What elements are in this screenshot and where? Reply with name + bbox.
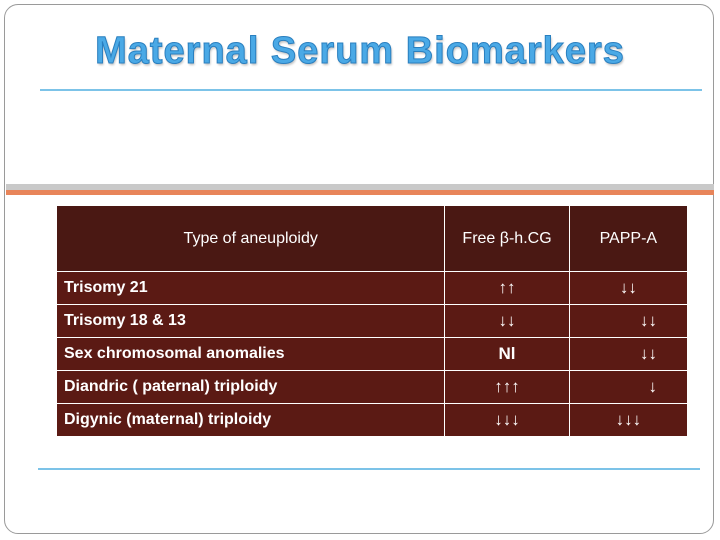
footer-divider [38, 468, 700, 470]
biomarker-table-container: Type of aneuploidy Free β-h.CG PAPP-A Tr… [55, 205, 689, 437]
header-papp-a: PAPP-A [568, 205, 689, 272]
biomarker-table: Type of aneuploidy Free β-h.CG PAPP-A Tr… [55, 205, 689, 437]
row-label: Trisomy 21 [55, 271, 446, 305]
row-label: Diandric ( paternal) triploidy [55, 370, 446, 404]
row-label: Digynic (maternal) triploidy [55, 403, 446, 437]
papp-value: ↓↓ [568, 304, 689, 338]
papp-value: ↓↓ [568, 271, 689, 305]
table-row: Trisomy 21 ↑↑ ↓↓ [55, 271, 689, 305]
gray-band [6, 184, 714, 190]
table-row: Diandric ( paternal) triploidy ↑↑↑ ↓ [55, 370, 689, 404]
slide-frame [4, 4, 714, 534]
papp-value: ↓ [568, 370, 689, 404]
table-header-row: Type of aneuploidy Free β-h.CG PAPP-A [55, 205, 689, 272]
table-row: Sex chromosomal anomalies Nl ↓↓ [55, 337, 689, 371]
table-row: Trisomy 18 & 13 ↓↓ ↓↓ [55, 304, 689, 338]
orange-band [6, 190, 714, 195]
header-type-of-aneuploidy: Type of aneuploidy [55, 205, 446, 272]
papp-value: ↓↓↓ [568, 403, 689, 437]
title-divider [40, 89, 702, 91]
table-row: Digynic (maternal) triploidy ↓↓↓ ↓↓↓ [55, 403, 689, 437]
hcg-value: ↓↓ [444, 304, 570, 338]
papp-value: ↓↓ [568, 337, 689, 371]
hcg-value: ↑↑ [444, 271, 570, 305]
hcg-value: ↓↓↓ [444, 403, 570, 437]
hcg-value: Nl [444, 337, 570, 371]
slide-title: Maternal Serum Biomarkers [95, 30, 625, 73]
row-label: Trisomy 18 & 13 [55, 304, 446, 338]
header-free-beta-hcg: Free β-h.CG [444, 205, 570, 272]
hcg-value: ↑↑↑ [444, 370, 570, 404]
row-label: Sex chromosomal anomalies [55, 337, 446, 371]
